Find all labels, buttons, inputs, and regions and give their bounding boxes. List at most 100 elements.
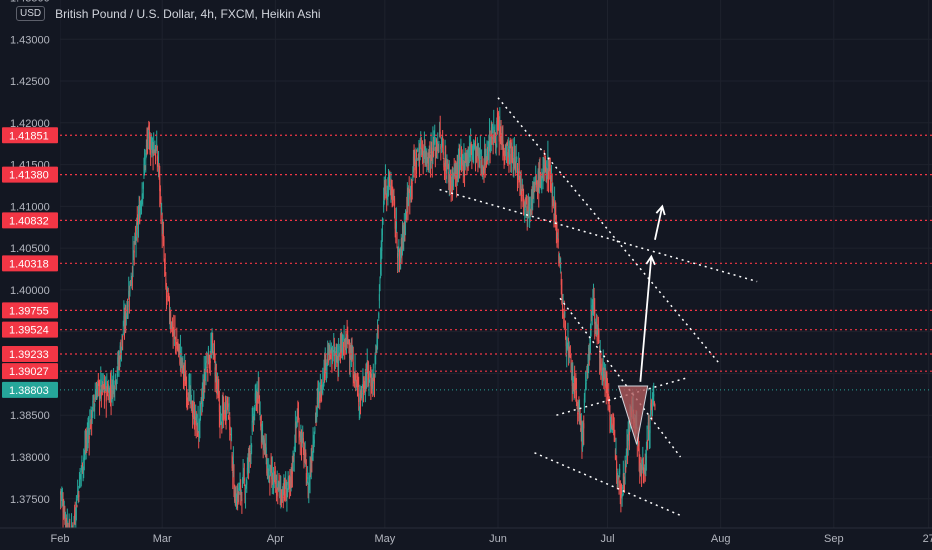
candle-body	[378, 294, 380, 301]
candle-body	[526, 196, 528, 198]
level-label-bg	[2, 302, 58, 319]
candle-body	[64, 514, 66, 519]
candle-body	[349, 358, 351, 362]
level-label: 1.41851	[9, 130, 49, 142]
candle-body	[565, 337, 567, 347]
candle-body	[249, 451, 251, 453]
price-tick-label: 1.38500	[10, 410, 50, 422]
candle-body	[425, 151, 427, 158]
candle-body	[85, 443, 87, 445]
candle-body	[336, 356, 338, 361]
candle-body	[504, 154, 506, 156]
candle-body	[155, 150, 157, 158]
candle-body	[64, 513, 66, 521]
candle-body	[386, 194, 388, 196]
candle-body	[313, 442, 315, 446]
candle-body	[406, 211, 408, 214]
trend-line	[559, 297, 682, 458]
candle-body	[354, 368, 356, 372]
candle-body	[165, 279, 167, 287]
candle-body	[201, 403, 203, 405]
candle-body	[490, 146, 492, 152]
candle-body	[511, 151, 513, 155]
candle-body	[236, 493, 238, 504]
candle-body	[532, 190, 534, 197]
candle-body	[614, 450, 616, 460]
candle-body	[180, 358, 182, 362]
candle-body	[123, 322, 125, 329]
price-tick-label: 1.43500	[10, 0, 50, 4]
candle-body	[109, 387, 111, 398]
candle-body	[482, 170, 484, 174]
candle-body	[594, 322, 596, 324]
candle-body	[167, 295, 169, 297]
candle-body	[273, 477, 275, 480]
candle-body	[159, 188, 161, 192]
candle-body	[352, 351, 354, 358]
candle-body	[273, 473, 275, 476]
candle-body	[603, 372, 605, 380]
candle-body	[319, 392, 321, 402]
candle-body	[440, 146, 442, 150]
candle-body	[456, 160, 458, 174]
candle-body	[498, 130, 500, 142]
currency-badge[interactable]: USD	[16, 6, 46, 21]
candle-body	[627, 436, 629, 446]
candle-body	[470, 144, 472, 147]
candle-body	[200, 403, 202, 407]
candle-body	[570, 365, 572, 372]
candle-body	[563, 314, 565, 316]
candle-body	[68, 520, 70, 532]
candle-body	[117, 363, 119, 366]
candle-body	[544, 161, 546, 165]
candle-body	[422, 149, 424, 151]
candle-body	[291, 470, 293, 475]
candle-body	[518, 171, 520, 174]
candle-body	[333, 344, 335, 346]
candle-body	[321, 386, 323, 391]
candle-body	[423, 146, 425, 149]
candle-body	[445, 172, 447, 174]
candle-body	[326, 360, 328, 364]
candle-body	[498, 124, 500, 126]
candle-body	[138, 207, 140, 212]
candle-body	[217, 380, 219, 383]
candle-body	[91, 413, 93, 424]
candle-body	[265, 447, 267, 456]
candle-body	[244, 490, 246, 495]
candle-body	[405, 211, 407, 214]
candle-body	[574, 377, 576, 383]
candle-body	[439, 131, 441, 138]
candle-body	[276, 489, 278, 496]
candle-body	[222, 407, 224, 412]
candle-body	[356, 381, 358, 384]
candle-body	[66, 522, 68, 528]
candle-body	[437, 146, 439, 151]
candle-body	[402, 231, 404, 236]
candle-body	[339, 346, 341, 352]
candle-body	[252, 413, 254, 417]
candle-body	[301, 442, 303, 451]
candle-body	[558, 254, 560, 264]
candle-body	[188, 385, 190, 398]
candle-body	[627, 445, 629, 452]
candle-body	[382, 218, 384, 223]
candle-body	[318, 389, 320, 394]
candle-body	[226, 399, 228, 406]
candle-body	[395, 221, 397, 229]
candle-body	[317, 393, 319, 395]
candle-body	[229, 417, 231, 430]
candle-body	[579, 406, 581, 412]
candle-body	[613, 430, 615, 436]
candle-body	[141, 193, 143, 202]
candle-body	[145, 152, 147, 160]
candle-body	[220, 417, 222, 425]
candle-body	[415, 151, 417, 163]
candle-body	[98, 382, 100, 384]
candle-body	[73, 517, 75, 524]
candle-body	[328, 345, 330, 352]
candle-body	[650, 403, 652, 415]
candle-body	[647, 440, 649, 442]
candle-body	[598, 335, 600, 340]
